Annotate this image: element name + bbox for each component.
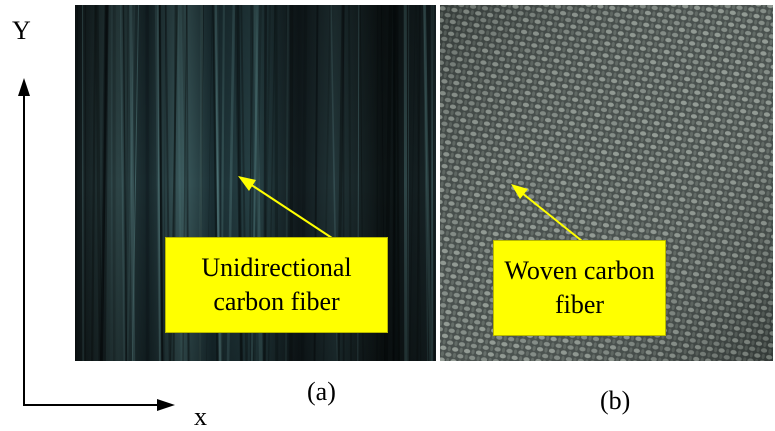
arrow-a-line	[250, 184, 332, 238]
caption-b: (b)	[600, 388, 630, 414]
callout-b-line1: Woven carbon	[494, 254, 665, 288]
callout-a-line2: carbon fiber	[166, 285, 387, 319]
callout-a-line1: Unidirectional	[166, 251, 387, 285]
callout-b-line2: fiber	[494, 288, 665, 322]
callout-unidirectional: Unidirectional carbon fiber	[165, 237, 388, 333]
arrow-a-head	[238, 176, 256, 191]
caption-a: (a)	[307, 379, 336, 405]
arrow-b-line	[522, 193, 582, 241]
callout-woven: Woven carbon fiber	[493, 240, 666, 336]
